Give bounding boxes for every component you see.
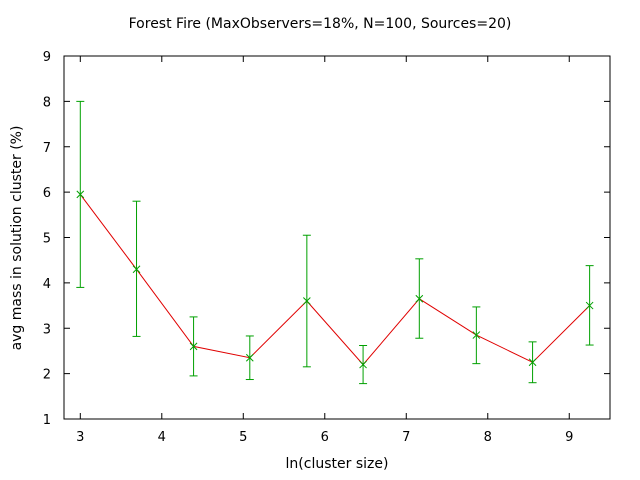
data-point xyxy=(245,353,254,362)
x-tick-label: 3 xyxy=(76,430,84,445)
data-point xyxy=(302,297,311,305)
x-tick-label: 8 xyxy=(484,430,492,445)
y-tick-label: 1 xyxy=(43,413,51,428)
x-tick-label: 5 xyxy=(239,430,247,445)
data-point xyxy=(132,265,141,274)
plot-frame xyxy=(63,55,611,420)
y-tick-label: 6 xyxy=(43,186,51,201)
data-point xyxy=(585,301,594,310)
y-axis-label: avg mass in solution cluster (%) xyxy=(9,125,25,351)
y-tick-label: 4 xyxy=(43,277,51,292)
data-point xyxy=(472,331,481,339)
x-tick-label: 4 xyxy=(158,430,166,445)
x-tick-label: 9 xyxy=(565,430,573,445)
y-tick-label: 2 xyxy=(43,368,51,383)
data-point xyxy=(528,358,537,367)
series-line xyxy=(79,194,590,366)
y-tick-label: 3 xyxy=(43,322,51,337)
data-point xyxy=(415,294,424,303)
y-tick-label: 5 xyxy=(43,232,51,247)
y-tick-label: 9 xyxy=(43,50,51,65)
data-point xyxy=(76,190,85,199)
chart-title: Forest Fire (MaxObservers=18%, N=100, So… xyxy=(128,16,512,32)
x-axis-label: ln(cluster size) xyxy=(285,456,389,472)
plot-area: 1 2 3 4 5 6 7 8 9 3 4 5 6 7 8 9 xyxy=(43,50,611,445)
x-tick-label: 6 xyxy=(321,430,329,445)
data-point xyxy=(359,360,367,369)
x-tick-label: 7 xyxy=(402,430,410,445)
y-tick-label: 8 xyxy=(43,95,51,110)
y-tick-label: 7 xyxy=(43,141,51,156)
data-point xyxy=(189,342,198,351)
